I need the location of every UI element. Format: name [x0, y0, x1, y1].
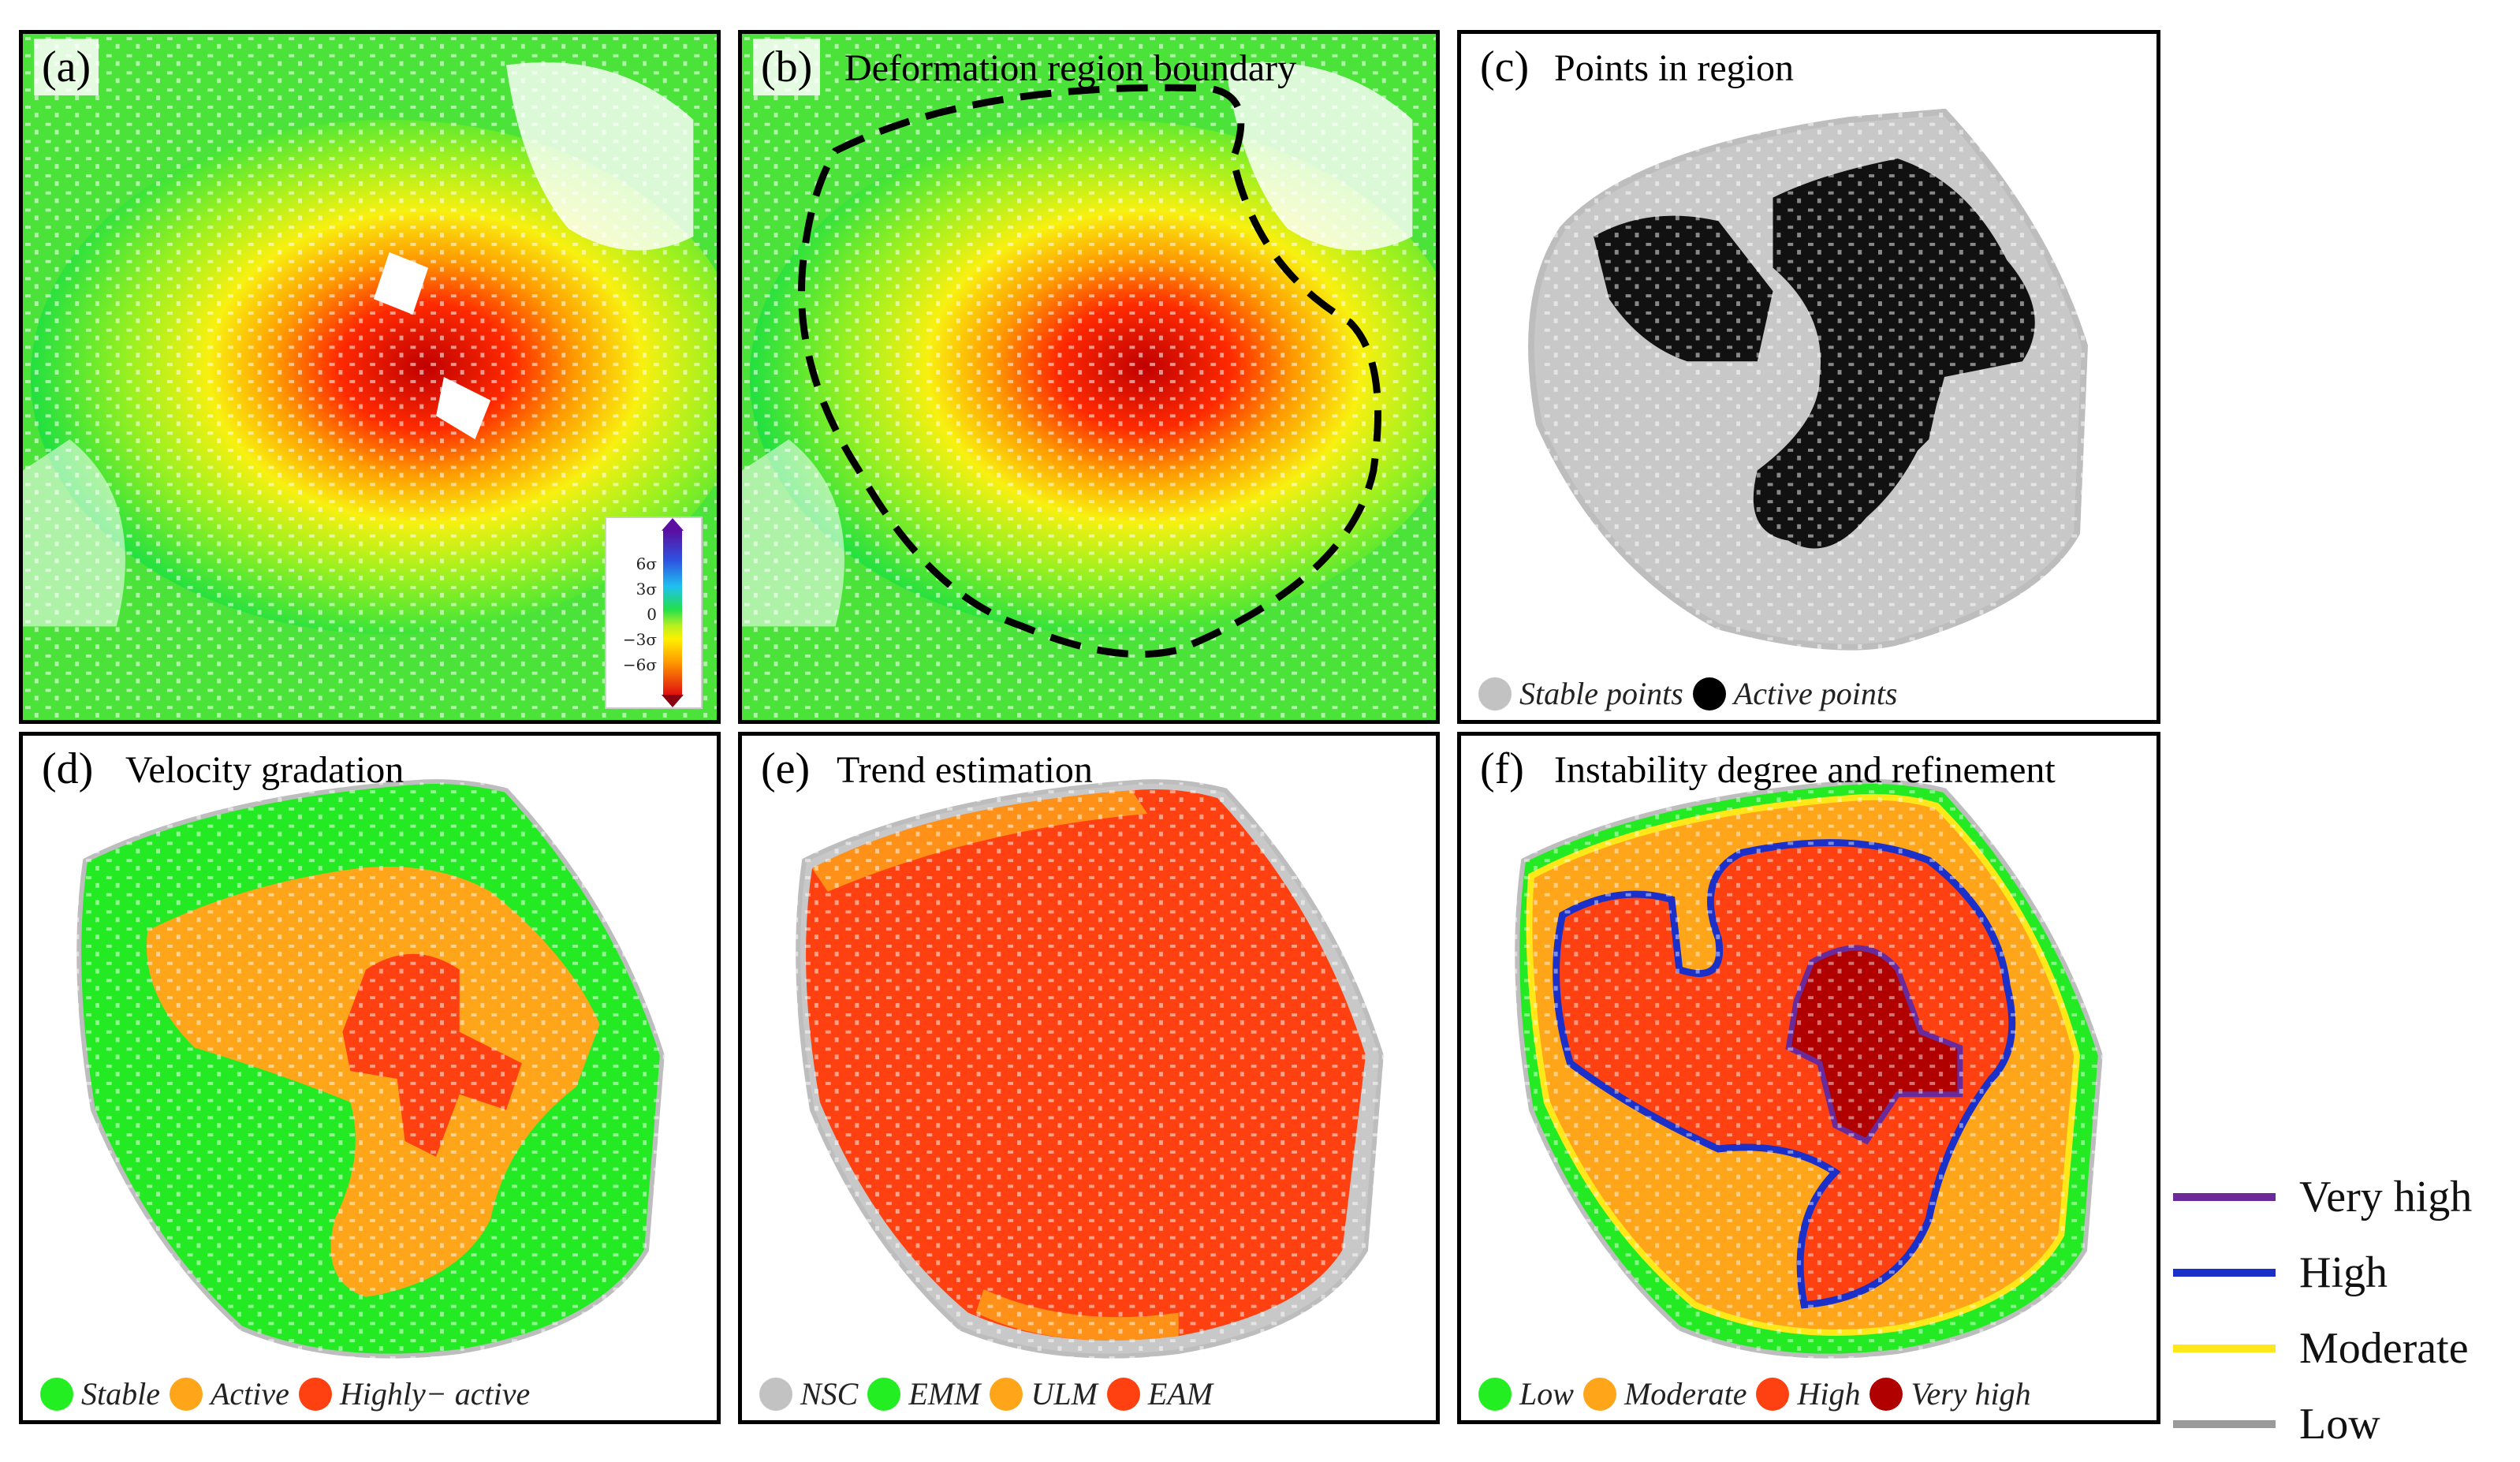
- legend-label: Low: [2299, 1400, 2380, 1449]
- very-high-swatch: [1869, 1377, 1903, 1411]
- velocity-gradation-map: [69, 779, 678, 1375]
- very-high-line-swatch: [2173, 1193, 2276, 1201]
- legend-label: ULM: [1031, 1376, 1098, 1412]
- legend-label: EAM: [1147, 1376, 1213, 1412]
- points-map-c: [1528, 108, 2089, 658]
- colorbar-max-arrow: [662, 518, 684, 531]
- legend-label: Low: [1519, 1376, 1574, 1412]
- legend-label: Stable: [81, 1376, 160, 1412]
- legend-label: Very high: [1911, 1376, 2031, 1412]
- instability-map: [1508, 779, 2116, 1375]
- legend-label: Moderate: [2299, 1324, 2469, 1373]
- colorbar-min-arrow: [662, 695, 684, 707]
- panel-d-title: Velocity gradation: [125, 749, 404, 791]
- legend-item-low: Low: [2173, 1386, 2472, 1462]
- low-line-swatch: [2173, 1420, 2276, 1428]
- panel-e-label: (e): [753, 740, 818, 797]
- legend-label: High: [2299, 1248, 2388, 1297]
- colorbar-tick: 0: [647, 605, 657, 624]
- boundary-legend: Very high High Moderate Low: [2173, 1159, 2472, 1462]
- colorbar-tick: −6σ: [622, 655, 657, 674]
- legend-item-moderate: Moderate: [2173, 1311, 2472, 1386]
- legend-label: NSC: [800, 1376, 859, 1412]
- eam-swatch: [1106, 1377, 1140, 1411]
- panel-a-label: (a): [34, 39, 99, 95]
- colorbar-tick: −3σ: [622, 630, 657, 649]
- low-swatch: [1478, 1377, 1512, 1411]
- velocity-map-a: [23, 34, 717, 720]
- legend-label: Moderate: [1623, 1376, 1747, 1412]
- emm-swatch: [867, 1377, 901, 1411]
- colorbar-tick: 3σ: [636, 580, 657, 599]
- panel-c-label: (c): [1472, 39, 1538, 95]
- colorbar: 6σ 3σ 0 −3σ −6σ: [605, 517, 703, 709]
- high-swatch: [1756, 1377, 1790, 1411]
- high-line-swatch: [2173, 1269, 2276, 1277]
- legend-label: Very high: [2299, 1173, 2473, 1221]
- legend-label: EMM: [908, 1376, 981, 1412]
- legend-label: High: [1797, 1376, 1861, 1412]
- panel-c-title: Points in region: [1554, 47, 1795, 89]
- colorbar-gradient: [663, 531, 682, 695]
- panel-e-title: Trend estimation: [837, 749, 1093, 791]
- panel-e: (e) Trend estimation NSC EMM ULM EAM: [738, 732, 1440, 1424]
- velocity-map-b: [742, 34, 1436, 720]
- panel-f-title: Instability degree and refinement: [1554, 749, 2056, 791]
- panel-f-legend: Low Moderate High Very high: [1472, 1375, 2031, 1412]
- highly-active-swatch: [298, 1377, 332, 1411]
- colorbar-tick: 6σ: [636, 554, 657, 573]
- panel-f-label: (f): [1472, 740, 1532, 797]
- panel-c-legend: Stable points Active points: [1472, 675, 1898, 712]
- trend-estimation-map: [788, 779, 1397, 1375]
- legend-label: Active points: [1733, 676, 1898, 711]
- moderate-line-swatch: [2173, 1345, 2276, 1352]
- nsc-swatch: [759, 1377, 792, 1411]
- panel-d-label: (d): [34, 740, 102, 797]
- panel-a: (a) 6σ 3σ 0 −3σ −6σ: [19, 30, 721, 724]
- legend-item-very-high: Very high: [2173, 1159, 2472, 1235]
- moderate-swatch: [1582, 1377, 1616, 1411]
- panel-b-title: Deformation region boundary: [844, 47, 1297, 89]
- panel-f: (f) Instability degree and refinement Lo…: [1457, 732, 2160, 1424]
- ulm-swatch: [990, 1377, 1023, 1411]
- panel-d-legend: Stable Active Highly− active: [34, 1375, 530, 1412]
- stable-swatch: [40, 1377, 73, 1411]
- legend-item-high: High: [2173, 1235, 2472, 1311]
- legend-label: Highly− active: [339, 1376, 531, 1412]
- panel-d: (d) Velocity gradation Stable Active Hig…: [19, 732, 721, 1424]
- panel-b: (b) Deformation region boundary: [738, 30, 1440, 724]
- legend-label: Active: [210, 1376, 289, 1412]
- panel-e-legend: NSC EMM ULM EAM: [753, 1375, 1213, 1412]
- deformation-boundary: [798, 84, 1381, 658]
- panel-c: (c) Points in region Stable points Activ…: [1457, 30, 2160, 724]
- legend-label: Stable points: [1519, 676, 1683, 711]
- active-points-swatch: [1692, 677, 1726, 710]
- panel-b-label: (b): [753, 39, 821, 95]
- active-swatch: [169, 1377, 203, 1411]
- stable-points-swatch: [1478, 677, 1512, 710]
